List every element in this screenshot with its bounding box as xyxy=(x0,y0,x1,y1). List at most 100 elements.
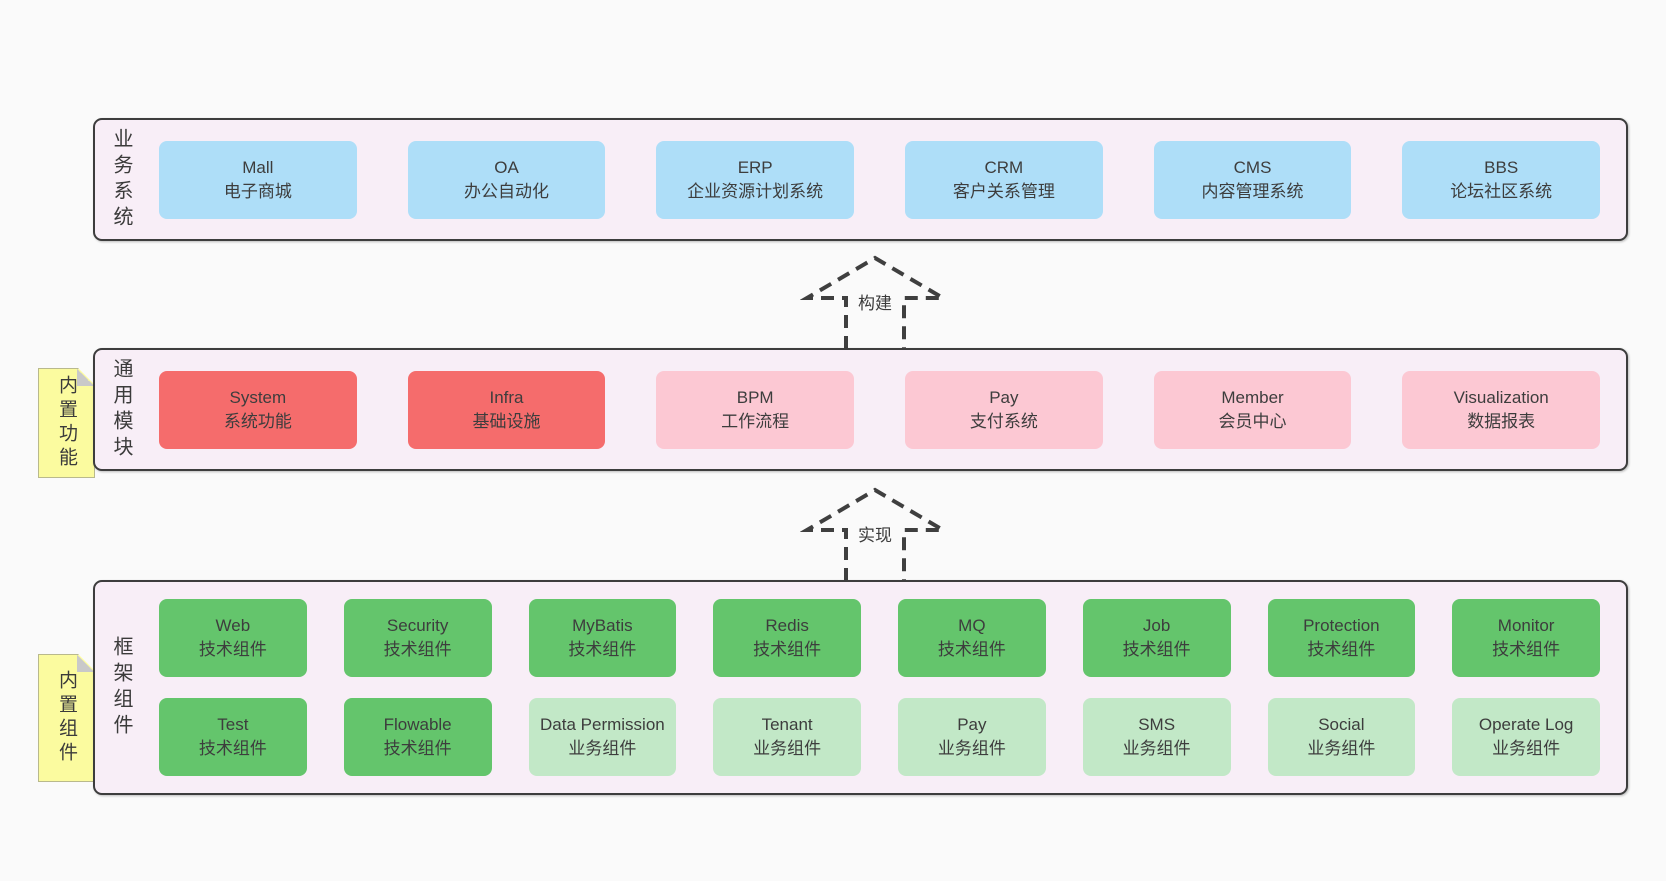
box-title: Operate Log xyxy=(1478,715,1574,735)
box-subtitle: 会员中心 xyxy=(1218,411,1287,431)
box-title: BPM xyxy=(736,387,774,407)
box-title: Web xyxy=(215,616,251,636)
implement-arrow: 实现 xyxy=(800,485,950,581)
build-arrow-label: 构建 xyxy=(855,289,895,314)
box-subtitle: 业务组件 xyxy=(753,739,822,758)
build-arrow: 构建 xyxy=(800,253,950,349)
box-title: Tenant xyxy=(761,715,813,735)
note-text: 内置组件 xyxy=(56,670,77,766)
business-systems-label: 业务系统 xyxy=(110,127,132,232)
box-pay-module: Pay 支付系统 xyxy=(905,370,1103,449)
box-title: OA xyxy=(494,157,519,177)
box-oa: OA 办公自动化 xyxy=(407,140,606,219)
box-subtitle: 技术组件 xyxy=(1122,640,1191,659)
box-infra: Infra 基础设施 xyxy=(407,370,606,449)
box-security: Security 技术组件 xyxy=(343,599,492,677)
business-systems-panel: 业务系统 Mall 电子商城 OA 办公自动化 ERP 企业资源计划系统 CRM… xyxy=(93,118,1628,241)
box-title: Flowable xyxy=(383,715,452,735)
box-title: Data Permission xyxy=(540,715,665,735)
box-title: MQ xyxy=(958,616,986,636)
box-subtitle: 技术组件 xyxy=(568,640,637,659)
framework-components-rows: Web 技术组件 Security 技术组件 MyBatis 技术组件 Redi… xyxy=(131,599,1626,776)
box-crm: CRM 客户关系管理 xyxy=(905,140,1103,219)
box-subtitle: 技术组件 xyxy=(1492,640,1561,659)
box-subtitle: 系统功能 xyxy=(223,411,292,431)
box-subtitle: 业务组件 xyxy=(1307,739,1376,758)
box-title: MyBatis xyxy=(572,616,633,636)
framework-components-panel: 框架组件 Web 技术组件 Security 技术组件 MyBatis 技术组件… xyxy=(93,580,1628,795)
box-bpm: BPM 工作流程 xyxy=(656,370,855,449)
box-test: Test 技术组件 xyxy=(159,698,307,776)
box-data-permission: Data Permission 业务组件 xyxy=(528,698,677,776)
box-title: BBS xyxy=(1484,157,1519,177)
note-text: 内置功能 xyxy=(56,375,77,471)
common-modules-label: 通用模块 xyxy=(110,357,132,462)
box-subtitle: 技术组件 xyxy=(198,739,267,758)
built-in-components-note: 内置组件 xyxy=(38,654,95,782)
box-subtitle: 业务组件 xyxy=(1492,739,1561,758)
box-title: CMS xyxy=(1233,157,1272,177)
box-title: Redis xyxy=(765,616,809,636)
box-title: Mall xyxy=(242,157,274,177)
box-title: Security xyxy=(386,616,449,636)
box-mybatis: MyBatis 技术组件 xyxy=(528,599,677,677)
box-title: Pay xyxy=(957,715,987,735)
box-title: Test xyxy=(217,715,249,735)
box-visualization: Visualization 数据报表 xyxy=(1402,370,1601,449)
box-tenant: Tenant 业务组件 xyxy=(713,698,861,776)
box-subtitle: 办公自动化 xyxy=(464,181,549,201)
box-subtitle: 技术组件 xyxy=(383,739,452,758)
box-subtitle: 技术组件 xyxy=(198,640,267,659)
box-mq: MQ 技术组件 xyxy=(898,599,1046,677)
box-pay-component: Pay 业务组件 xyxy=(898,698,1046,776)
box-title: Social xyxy=(1318,715,1365,735)
box-subtitle: 论坛社区系统 xyxy=(1450,181,1553,201)
box-protection: Protection 技术组件 xyxy=(1267,599,1416,677)
box-flowable: Flowable 技术组件 xyxy=(343,698,492,776)
framework-components-label: 框架组件 xyxy=(110,635,132,740)
box-title: Protection xyxy=(1303,616,1380,636)
box-subtitle: 技术组件 xyxy=(383,640,452,659)
box-social: Social 业务组件 xyxy=(1267,698,1416,776)
box-title: Job xyxy=(1142,616,1171,636)
built-in-features-note: 内置功能 xyxy=(38,368,95,478)
box-subtitle: 数据报表 xyxy=(1467,411,1536,431)
box-title: Monitor xyxy=(1497,616,1555,636)
box-subtitle: 技术组件 xyxy=(753,640,822,659)
box-subtitle: 企业资源计划系统 xyxy=(687,181,824,201)
box-subtitle: 电子商城 xyxy=(223,181,292,201)
box-subtitle: 技术组件 xyxy=(1307,640,1376,659)
box-subtitle: 基础设施 xyxy=(472,411,541,431)
box-title: SMS xyxy=(1138,715,1176,735)
box-erp: ERP 企业资源计划系统 xyxy=(656,140,855,219)
box-title: Member xyxy=(1221,387,1284,407)
business-systems-box-row: Mall 电子商城 OA 办公自动化 ERP 企业资源计划系统 CRM 客户关系… xyxy=(131,140,1626,219)
box-subtitle: 业务组件 xyxy=(568,739,637,758)
up-arrow-icon xyxy=(800,255,950,349)
box-subtitle: 业务组件 xyxy=(937,739,1006,758)
box-subtitle: 客户关系管理 xyxy=(952,181,1055,201)
implement-arrow-label: 实现 xyxy=(855,521,895,546)
box-subtitle: 技术组件 xyxy=(937,640,1006,659)
up-arrow-icon xyxy=(800,487,950,581)
box-cms: CMS 内容管理系统 xyxy=(1153,140,1352,219)
box-sms: SMS 业务组件 xyxy=(1082,698,1231,776)
components-row-1: Web 技术组件 Security 技术组件 MyBatis 技术组件 Redi… xyxy=(159,599,1600,677)
box-member: Member 会员中心 xyxy=(1153,370,1352,449)
box-bbs: BBS 论坛社区系统 xyxy=(1402,140,1601,219)
box-title: Visualization xyxy=(1453,387,1549,407)
box-redis: Redis 技术组件 xyxy=(713,599,861,677)
box-title: CRM xyxy=(984,157,1024,177)
box-title: Infra xyxy=(489,387,524,407)
box-mall: Mall 电子商城 xyxy=(159,140,357,219)
box-title: System xyxy=(229,387,287,407)
box-title: Pay xyxy=(989,387,1019,407)
box-subtitle: 工作流程 xyxy=(721,411,790,431)
common-modules-panel: 通用模块 System 系统功能 Infra 基础设施 BPM 工作流程 Pay… xyxy=(93,348,1628,471)
box-job: Job 技术组件 xyxy=(1082,599,1231,677)
box-operate-log: Operate Log 业务组件 xyxy=(1452,698,1600,776)
box-title: ERP xyxy=(737,157,773,177)
components-row-2: Test 技术组件 Flowable 技术组件 Data Permission … xyxy=(159,698,1600,776)
box-subtitle: 支付系统 xyxy=(969,411,1038,431)
common-modules-box-row: System 系统功能 Infra 基础设施 BPM 工作流程 Pay 支付系统… xyxy=(131,370,1626,449)
